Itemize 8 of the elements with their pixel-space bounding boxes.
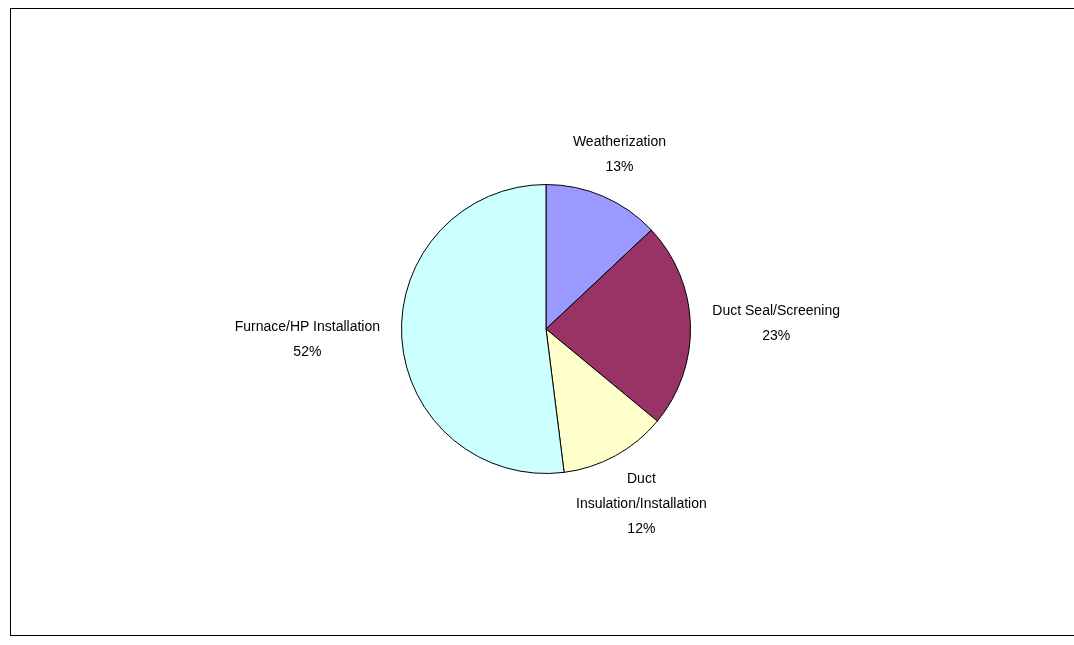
slice-label: Duct Insulation/Installation bbox=[576, 469, 707, 511]
slice-label: Furnace/HP Installation bbox=[234, 317, 380, 334]
slice-label: Weatherization bbox=[572, 133, 667, 150]
data-label: 52% bbox=[293, 342, 322, 359]
slice-label: Duct Seal/Screening bbox=[712, 302, 840, 319]
data-label: 13% bbox=[605, 158, 634, 175]
data-label: 12% bbox=[627, 519, 656, 536]
data-label: 23% bbox=[762, 327, 791, 344]
